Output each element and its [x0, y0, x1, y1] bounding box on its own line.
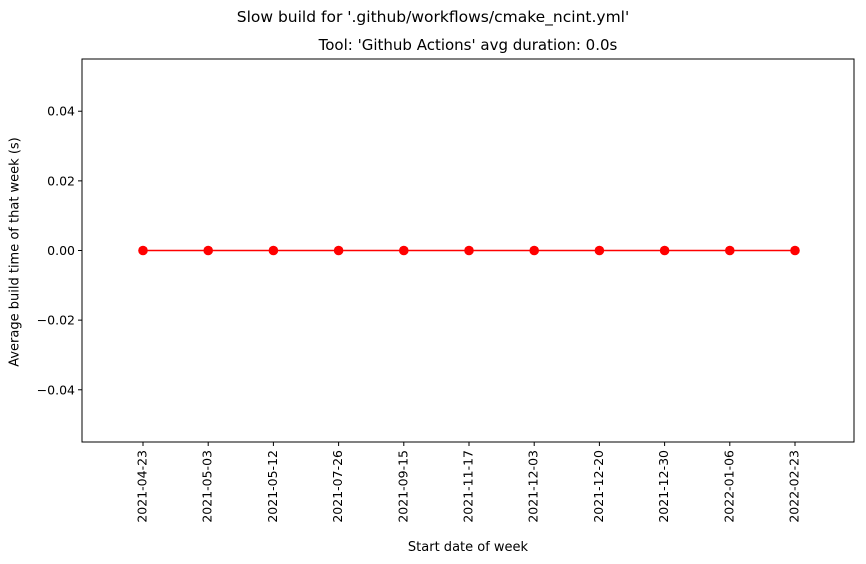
y-tick-label: 0.00	[47, 243, 75, 258]
data-point	[138, 245, 148, 256]
x-tick-label: 2021-12-30	[656, 450, 671, 523]
y-axis-label: Average build time of that week (s)	[7, 137, 23, 367]
data-point	[529, 245, 539, 256]
x-tick-label: 2022-01-06	[721, 450, 736, 523]
y-tick-label: 0.04	[47, 104, 75, 119]
x-tick-label: 2021-12-03	[526, 450, 541, 523]
series-layer	[138, 245, 800, 256]
y-tick-label: −0.02	[37, 313, 75, 328]
data-point	[725, 245, 735, 256]
data-point	[399, 245, 409, 256]
x-tick-label: 2021-12-20	[591, 450, 606, 523]
y-tick-label: −0.04	[37, 382, 75, 397]
x-tick-label: 2021-05-12	[265, 450, 280, 523]
x-tick-label: 2021-11-17	[461, 450, 476, 523]
x-tick-label: 2022-02-23	[787, 450, 802, 523]
x-axis-label: Start date of week	[407, 540, 529, 555]
data-point	[659, 245, 670, 256]
data-point	[790, 245, 800, 256]
data-point	[464, 245, 474, 256]
x-tick-label: 2021-09-15	[395, 450, 410, 523]
x-tick-label: 2021-07-26	[330, 450, 345, 523]
data-point	[594, 245, 605, 256]
x-tick-label: 2021-04-23	[135, 450, 150, 523]
data-point	[268, 245, 279, 256]
data-point	[333, 245, 344, 256]
x-tick-label: 2021-05-03	[200, 450, 215, 523]
data-point	[203, 245, 213, 256]
x-axis: 2021-04-23 2021-05-03 2021-05-12 2021-07-26…	[135, 442, 802, 523]
chart-suptitle: Slow build for '.github/workflows/cmake_…	[236, 8, 630, 26]
y-axis: −0.04 −0.02 0.00 0.02 0.04	[37, 104, 82, 397]
y-tick-label: 0.02	[47, 173, 75, 188]
chart-title: Tool: 'Github Actions' avg duration: 0.0…	[318, 36, 618, 54]
